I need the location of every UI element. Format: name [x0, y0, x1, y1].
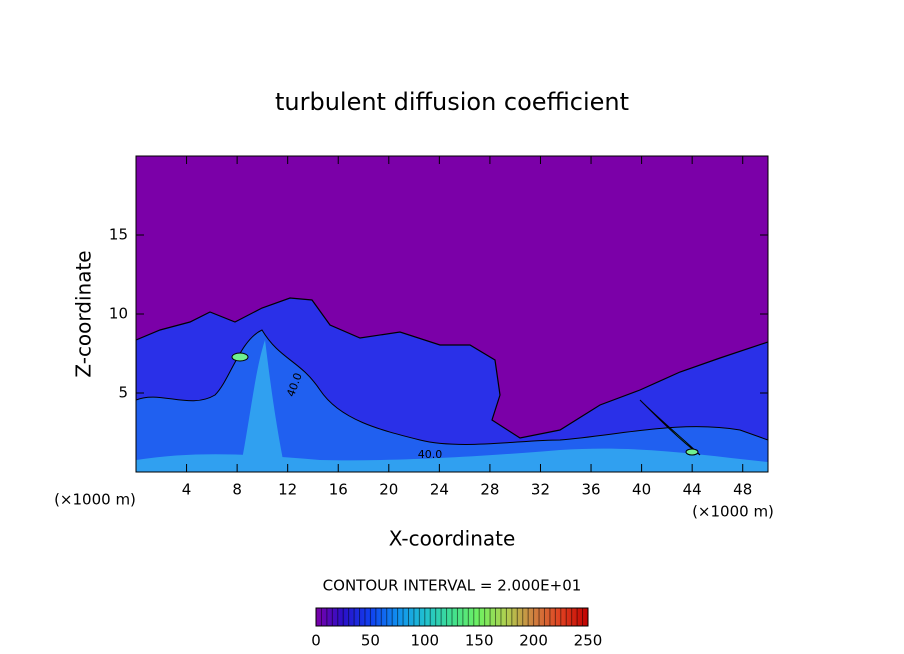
x-tick-label: 48 — [733, 481, 752, 499]
field-streak — [136, 329, 768, 472]
x-tick-label: 8 — [232, 481, 242, 499]
colorbar-tick-label: 200 — [519, 632, 548, 650]
field-peak — [231, 352, 249, 362]
field-streak — [136, 448, 768, 472]
colorbar-tick-label: 100 — [410, 632, 439, 650]
x-unit-label: (×1000 m) — [692, 503, 774, 521]
x-tick-label: 20 — [379, 481, 398, 499]
x-tick-label: 40 — [632, 481, 651, 499]
y-tick-label: 5 — [118, 384, 128, 402]
y-axis-title: Z-coordinate — [72, 250, 96, 377]
contour-interval: CONTOUR INTERVAL = 2.000E+01 — [323, 577, 582, 595]
colorbar-tick-label: 0 — [311, 632, 321, 650]
colorbar-tick-label: 150 — [465, 632, 494, 650]
x-tick-label: 36 — [581, 481, 600, 499]
field: 40.0 40.0 — [136, 297, 768, 472]
x-tick-label: 16 — [329, 481, 348, 499]
colorbar-tick-label: 250 — [574, 632, 603, 650]
x-axis-title: X-coordinate — [389, 527, 516, 551]
field-streak — [639, 399, 701, 456]
x-tick-label: 4 — [182, 481, 192, 499]
x-unit-label: (×1000 m) — [54, 491, 136, 509]
y-tick-label: 15 — [109, 226, 128, 244]
chart-title: turbulent diffusion coefficient — [275, 88, 629, 116]
colorbar-tick-label: 50 — [361, 632, 380, 650]
field-peak — [685, 448, 699, 456]
x-tick-label: 24 — [430, 481, 449, 499]
x-tick-label: 32 — [531, 481, 550, 499]
x-tick-label: 28 — [480, 481, 499, 499]
field-streak — [240, 340, 285, 470]
x-tick-label: 12 — [278, 481, 297, 499]
x-tick-label: 44 — [683, 481, 702, 499]
contour-label: 40.0 — [418, 448, 443, 461]
y-tick-label: 10 — [109, 305, 128, 323]
